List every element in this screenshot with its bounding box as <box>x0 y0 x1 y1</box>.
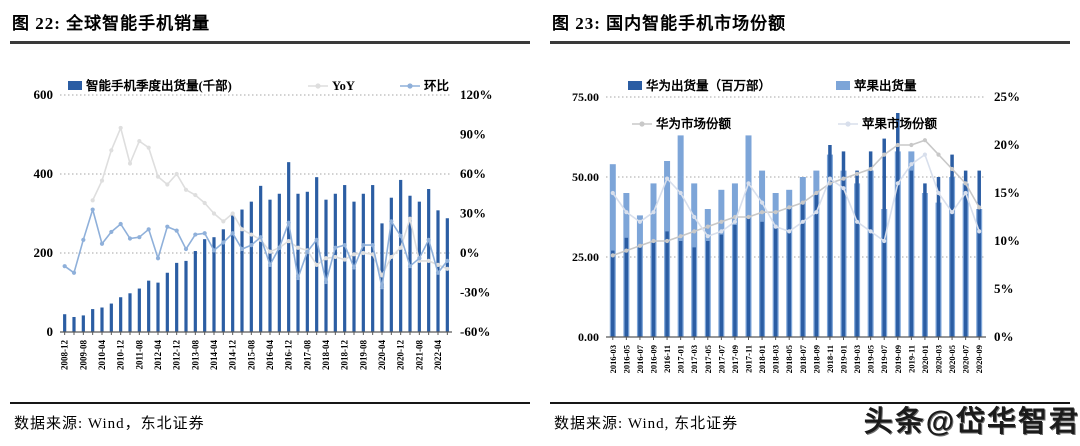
figure-22-title: 图 22: 全球智能手机销量 <box>10 0 530 44</box>
svg-text:2019-05: 2019-05 <box>866 345 876 373</box>
figure-23-title: 图 23: 国内智能手机市场份额 <box>550 0 1070 44</box>
x-axis-labels: 2008-12 2009-08 2010-04 2010-12 2011-08 2012-… <box>60 332 448 370</box>
svg-text:2017-01: 2017-01 <box>676 345 686 373</box>
svg-text:2016-12: 2016-12 <box>284 340 294 370</box>
svg-text:YoY: YoY <box>332 79 355 93</box>
svg-text:环比: 环比 <box>424 78 450 93</box>
svg-text:60%: 60% <box>460 166 486 181</box>
svg-text:2016-11: 2016-11 <box>662 345 672 373</box>
svg-text:2018-07: 2018-07 <box>798 344 808 373</box>
svg-text:25%: 25% <box>994 89 1020 104</box>
svg-text:120%: 120% <box>460 87 493 102</box>
svg-text:15%: 15% <box>994 185 1020 200</box>
svg-text:2018-12: 2018-12 <box>340 340 350 370</box>
svg-text:20%: 20% <box>994 137 1020 152</box>
svg-text:2020-09: 2020-09 <box>974 345 984 373</box>
svg-text:2016-07: 2016-07 <box>635 344 645 373</box>
svg-text:华为市场份额: 华为市场份额 <box>656 116 732 131</box>
svg-text:2013-08: 2013-08 <box>190 340 200 370</box>
global-smartphone-sales-chart: 600 400 200 0 120% 90% 60% 30% 0% -30% -60% 2008-12… <box>34 78 493 370</box>
svg-text:2016-04: 2016-04 <box>265 340 275 370</box>
svg-text:-30%: -30% <box>460 285 490 300</box>
svg-text:2019-11: 2019-11 <box>906 345 916 373</box>
svg-text:2020-03: 2020-03 <box>934 345 944 373</box>
svg-text:75.00: 75.00 <box>572 90 599 104</box>
svg-text:2018-09: 2018-09 <box>811 345 821 373</box>
svg-text:200: 200 <box>34 245 54 260</box>
figure-22-panel: 图 22: 全球智能手机销量 600 400 200 0 120% 90% 60% 30% 0%… <box>10 0 530 446</box>
svg-text:2017-11: 2017-11 <box>744 345 754 373</box>
svg-text:2014-04: 2014-04 <box>209 340 219 370</box>
figure-23-panel: 图 23: 国内智能手机市场份额 75.00 50.00 25.00 0.00 25% 2… <box>550 0 1070 446</box>
svg-text:2019-03: 2019-03 <box>852 345 862 373</box>
svg-text:2018-05: 2018-05 <box>784 345 794 373</box>
svg-text:苹果出货量: 苹果出货量 <box>854 78 917 93</box>
svg-text:90%: 90% <box>460 127 486 142</box>
svg-text:2012-12: 2012-12 <box>172 340 182 370</box>
svg-text:400: 400 <box>34 166 54 181</box>
svg-text:2018-03: 2018-03 <box>771 345 781 373</box>
svg-text:2018-11: 2018-11 <box>825 345 835 373</box>
figure-23-source: 数据来源: Wind, 东北证券 <box>550 402 1070 433</box>
bars-layer <box>609 113 983 337</box>
svg-text:0: 0 <box>47 324 54 339</box>
svg-text:2008-12: 2008-12 <box>60 340 70 370</box>
svg-text:2019-08: 2019-08 <box>358 340 368 370</box>
toutiao-watermark: 头条@岱华智君 <box>863 406 1080 438</box>
svg-text:2016-03: 2016-03 <box>608 345 618 373</box>
svg-text:2019-07: 2019-07 <box>879 344 889 373</box>
svg-text:2010-12: 2010-12 <box>116 340 126 370</box>
svg-text:2016-09: 2016-09 <box>649 345 659 373</box>
svg-text:2012-04: 2012-04 <box>153 340 163 370</box>
svg-text:2020-07: 2020-07 <box>961 344 971 373</box>
svg-text:2020-05: 2020-05 <box>947 345 957 373</box>
svg-text:2021-08: 2021-08 <box>414 340 424 370</box>
svg-text:2017-03: 2017-03 <box>689 345 699 373</box>
svg-text:0%: 0% <box>994 329 1014 344</box>
svg-text:华为出货量（百万部）: 华为出货量（百万部） <box>646 78 771 93</box>
svg-text:30%: 30% <box>460 206 486 221</box>
svg-text:苹果市场份额: 苹果市场份额 <box>862 116 938 131</box>
svg-text:2018-04: 2018-04 <box>321 340 331 370</box>
svg-text:0.00: 0.00 <box>578 330 599 344</box>
svg-text:25.00: 25.00 <box>572 250 599 264</box>
svg-text:2014-12: 2014-12 <box>228 340 238 370</box>
legend: 智能手机季度出货量(千部) YoY 环比 <box>68 78 450 93</box>
bars-layer <box>63 162 449 332</box>
svg-text:2018-01: 2018-01 <box>757 345 767 373</box>
svg-text:2017-05: 2017-05 <box>703 345 713 373</box>
svg-text:5%: 5% <box>994 281 1014 296</box>
svg-text:0%: 0% <box>460 245 480 260</box>
svg-text:2011-08: 2011-08 <box>134 340 144 370</box>
svg-text:2009-08: 2009-08 <box>78 340 88 370</box>
svg-text:2022-04: 2022-04 <box>433 340 443 370</box>
svg-text:2017-08: 2017-08 <box>302 340 312 370</box>
svg-text:2016-05: 2016-05 <box>621 345 631 373</box>
lines-layer <box>610 138 982 258</box>
svg-text:-60%: -60% <box>460 324 490 339</box>
svg-text:2020-04: 2020-04 <box>377 340 387 370</box>
svg-text:2017-07: 2017-07 <box>716 344 726 373</box>
svg-text:10%: 10% <box>994 233 1020 248</box>
svg-text:2017-09: 2017-09 <box>730 345 740 373</box>
svg-text:2020-01: 2020-01 <box>920 345 930 373</box>
svg-text:2020-12: 2020-12 <box>396 340 406 370</box>
svg-text:600: 600 <box>34 87 54 102</box>
svg-text:2019-01: 2019-01 <box>839 345 849 373</box>
svg-text:智能手机季度出货量(千部): 智能手机季度出货量(千部) <box>85 78 232 93</box>
svg-text:50.00: 50.00 <box>572 170 599 184</box>
domestic-market-share-chart: 75.00 50.00 25.00 0.00 25% 20% 15% 10% 5% 0% 2016-… <box>572 78 1020 373</box>
svg-text:2015-08: 2015-08 <box>246 340 256 370</box>
svg-text:2019-09: 2019-09 <box>893 345 903 373</box>
gridlines <box>60 94 452 254</box>
x-axis-labels: 2016-03 2016-05 2016-07 2016-09 2016-11 2017-… <box>608 337 984 373</box>
lines-layer <box>62 125 450 290</box>
svg-text:2010-04: 2010-04 <box>97 340 107 370</box>
figure-22-source: 数据来源: Wind，东北证券 <box>10 402 530 433</box>
